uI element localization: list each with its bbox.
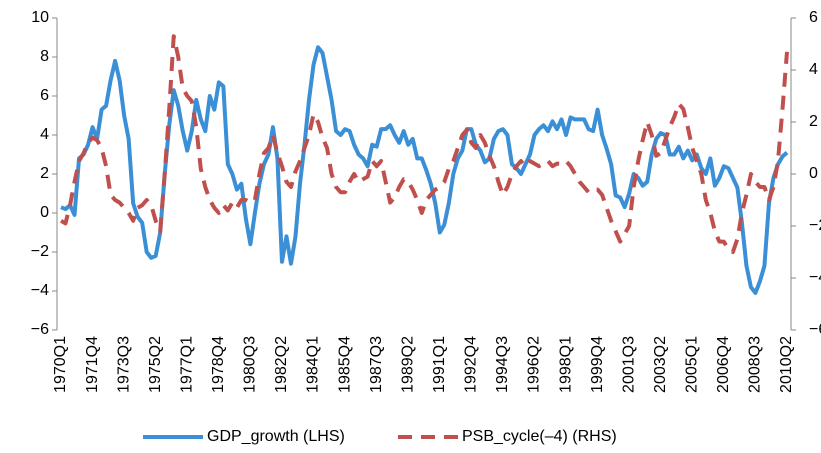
x-tick-label: 1989Q2 xyxy=(399,336,416,393)
x-tick-label: 2003Q2 xyxy=(652,336,669,393)
x-tick-label: 1973Q3 xyxy=(115,336,132,393)
x-tick-label: 2005Q1 xyxy=(684,336,701,393)
y2-tick-label: −4 xyxy=(809,269,821,286)
y-tick-label: 8 xyxy=(40,48,49,65)
legend-label: GDP_growth (LHS) xyxy=(207,428,345,445)
x-tick-label: 1971Q4 xyxy=(84,336,101,393)
x-tick-label: 1984Q1 xyxy=(305,336,322,393)
y-tick-label: 0 xyxy=(40,204,49,221)
x-tick-label: 1982Q2 xyxy=(273,336,290,393)
x-tick-label: 1991Q1 xyxy=(431,336,448,393)
x-tick-label: 1987Q3 xyxy=(368,336,385,393)
x-tick-label: 1998Q1 xyxy=(557,336,574,393)
x-tick-label: 1996Q2 xyxy=(526,336,543,393)
x-tick-label: 1992Q4 xyxy=(463,336,480,393)
x-tick-label: 1985Q4 xyxy=(336,336,353,393)
y2-tick-label: 4 xyxy=(809,61,818,78)
y2-tick-label: 0 xyxy=(809,165,818,182)
y-tick-label: 6 xyxy=(40,87,49,104)
y2-tick-label: −2 xyxy=(809,217,821,234)
x-tick-label: 2001Q3 xyxy=(620,336,637,393)
y2-tick-label: 2 xyxy=(809,113,818,130)
x-tick-label: 1978Q4 xyxy=(210,336,227,393)
y-tick-label: −2 xyxy=(31,243,49,260)
y-tick-label: −4 xyxy=(31,282,49,299)
legend-label: PSB_cycle(–4) (RHS) xyxy=(462,428,617,445)
y-tick-label: 4 xyxy=(40,126,49,143)
x-tick-label: 2010Q2 xyxy=(778,336,795,393)
y-tick-label: 10 xyxy=(31,9,49,26)
x-tick-label: 1975Q2 xyxy=(147,336,164,393)
x-tick-label: 1977Q1 xyxy=(178,336,195,393)
x-tick-label: 2006Q4 xyxy=(715,336,732,393)
y-tick-label: 2 xyxy=(40,165,49,182)
x-tick-label: 2008Q3 xyxy=(747,336,764,393)
y2-tick-label: 6 xyxy=(809,9,818,26)
y-tick-label: −6 xyxy=(31,321,49,338)
series-line xyxy=(60,34,789,254)
x-tick-label: 1994Q3 xyxy=(494,336,511,393)
x-tick-label: 1970Q1 xyxy=(52,336,69,393)
y2-tick-label: −6 xyxy=(809,321,821,338)
x-tick-label: 1999Q4 xyxy=(589,336,606,393)
x-tick-label: 1980Q3 xyxy=(242,336,259,393)
